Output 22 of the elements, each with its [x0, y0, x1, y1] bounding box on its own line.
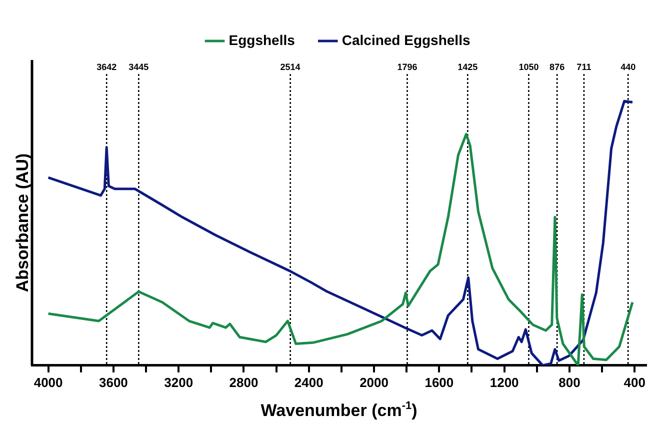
ref-line-label: 3445: [128, 62, 149, 72]
x-tick-label: 800: [558, 374, 580, 390]
x-tick-label: 1600: [424, 374, 454, 390]
x-tick-label: 3200: [164, 374, 194, 390]
y-axis-title: Absorbance (AU): [13, 153, 32, 292]
x-tick-label: 4000: [34, 374, 63, 390]
x-tick-label: 2400: [294, 374, 324, 390]
x-tick-label: 2800: [229, 374, 258, 390]
ref-line-label: 711: [576, 62, 592, 72]
x-tick-label: 400: [624, 374, 646, 390]
ref-line-label: 1050: [518, 62, 539, 72]
ref-line-label: 876: [550, 62, 565, 72]
legend-label: Calcined Eggshells: [342, 32, 470, 48]
ref-line-label: 2514: [280, 62, 300, 72]
x-tick-label: 2000: [360, 374, 388, 390]
ref-line-label: 1425: [458, 62, 478, 72]
ref-line-label: 3642: [96, 62, 117, 72]
x-tick-label: 3600: [98, 374, 128, 390]
legend-label: Eggshells: [228, 32, 296, 48]
ref-line-label: 1796: [397, 62, 418, 72]
x-tick-label: 1200: [490, 374, 519, 390]
ref-line-label: 440: [620, 62, 636, 72]
